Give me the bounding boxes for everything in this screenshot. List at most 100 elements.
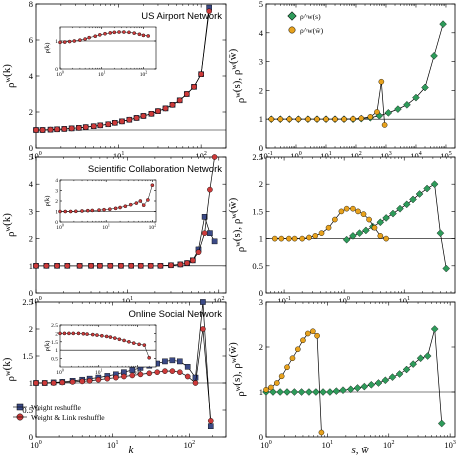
y-tick-label: 1 [29, 261, 33, 271]
x-tick-label: 100 [56, 70, 64, 79]
data-point [128, 202, 133, 207]
data-point [183, 91, 190, 97]
y-tick-label: 4 [29, 71, 34, 81]
data-point [64, 262, 71, 269]
data-point [192, 374, 199, 381]
data-point [98, 33, 102, 37]
data-point [437, 419, 446, 428]
data-point [97, 122, 104, 129]
data-point [169, 357, 176, 364]
y-tick-label: 0.5 [252, 261, 263, 271]
data-point [421, 83, 429, 92]
data-point [127, 339, 131, 344]
legend-label-rho-w: ρ^w(w̄) [300, 26, 324, 35]
data-point [107, 262, 114, 269]
data-point [146, 34, 150, 38]
data-point [177, 358, 183, 365]
x-tick-label: 101 [113, 151, 125, 161]
x-tick-label: 100 [30, 296, 42, 306]
y-tick-label: 1 [55, 39, 58, 45]
data-point [113, 336, 117, 340]
y-tick-label: 6 [29, 35, 33, 45]
data-point [346, 385, 355, 394]
data-point [343, 205, 350, 212]
data-point [108, 207, 112, 211]
data-point [383, 235, 389, 242]
x-tick-label: 100 [30, 440, 42, 450]
panel-2-0: 100 101 102 0 0.5 1 1.5 2 2.5 ρw(k) Online Social … [1, 297, 227, 450]
x-tick-label: 105 [440, 151, 452, 161]
panel-0-0: 100 101 102 0 2 4 6 8 ρw(k) US Airport Network 100… [1, 0, 227, 161]
data-point [97, 262, 103, 269]
series-line [36, 301, 212, 427]
data-point [100, 333, 104, 338]
data-point [162, 105, 169, 112]
x-tick-label: 102 [149, 223, 157, 232]
data-point [157, 262, 164, 269]
y-tick-label: 2 [259, 85, 263, 95]
data-point [423, 352, 432, 360]
data-point [95, 333, 99, 337]
data-point [211, 154, 218, 160]
x-tick-label: 10-1 [277, 296, 291, 306]
data-point [277, 116, 284, 122]
x-tick-label: 101 [102, 223, 110, 232]
data-point [297, 388, 306, 396]
data-point [83, 37, 87, 41]
data-point [59, 379, 66, 386]
data-point [177, 261, 184, 268]
y-tick-label: 2 [29, 234, 33, 244]
data-point [104, 334, 109, 339]
y-tick-label: 1.5 [51, 340, 58, 346]
data-point [402, 200, 411, 209]
data-point [201, 214, 208, 220]
data-point [332, 387, 341, 395]
data-point [41, 380, 48, 386]
axes-frame [265, 156, 456, 294]
x-tick-label: 101 [398, 296, 410, 306]
data-point [80, 209, 84, 213]
inset-y-axis-label: ρ(k) [44, 341, 51, 352]
data-point [133, 115, 140, 121]
data-point [409, 195, 417, 204]
data-point [105, 121, 112, 128]
data-point [350, 205, 356, 212]
x-axis-label-left: k [129, 444, 135, 456]
y-tick-label: 8 [29, 0, 33, 9]
data-point [268, 384, 274, 391]
data-point [137, 342, 141, 347]
data-point [360, 382, 369, 391]
data-point [127, 30, 131, 35]
data-point [108, 335, 113, 339]
data-point [117, 30, 121, 34]
data-point [162, 358, 168, 365]
data-point [79, 378, 85, 385]
data-point [113, 206, 118, 211]
data-point [423, 184, 431, 193]
data-point [201, 230, 208, 236]
x-tick-label: 100 [260, 440, 272, 450]
data-point [381, 376, 390, 385]
data-point [388, 373, 397, 381]
x-tick-label: 100 [56, 368, 64, 377]
data-point [319, 388, 327, 396]
y-tick-label: 1.5 [22, 351, 33, 361]
data-point [377, 233, 384, 239]
panel-1-1: 10-1 100 101 0 0.5 1 1.5 2 2.5 ρw(s), ρw(w̄) [227, 152, 456, 306]
data-point [291, 235, 298, 242]
data-point [147, 355, 151, 360]
x-tick-label: 102 [134, 368, 142, 377]
y-tick-label: 0 [29, 143, 33, 153]
data-point [132, 31, 136, 35]
y-tick-label: 0 [29, 288, 33, 298]
data-point [74, 209, 78, 214]
x-tick-label: 100 [290, 151, 302, 161]
data-point [76, 125, 82, 131]
data-point [137, 262, 144, 269]
data-point [305, 116, 311, 122]
data-point [314, 116, 320, 122]
data-point [207, 417, 214, 424]
data-point [103, 31, 107, 36]
data-point [81, 331, 86, 336]
